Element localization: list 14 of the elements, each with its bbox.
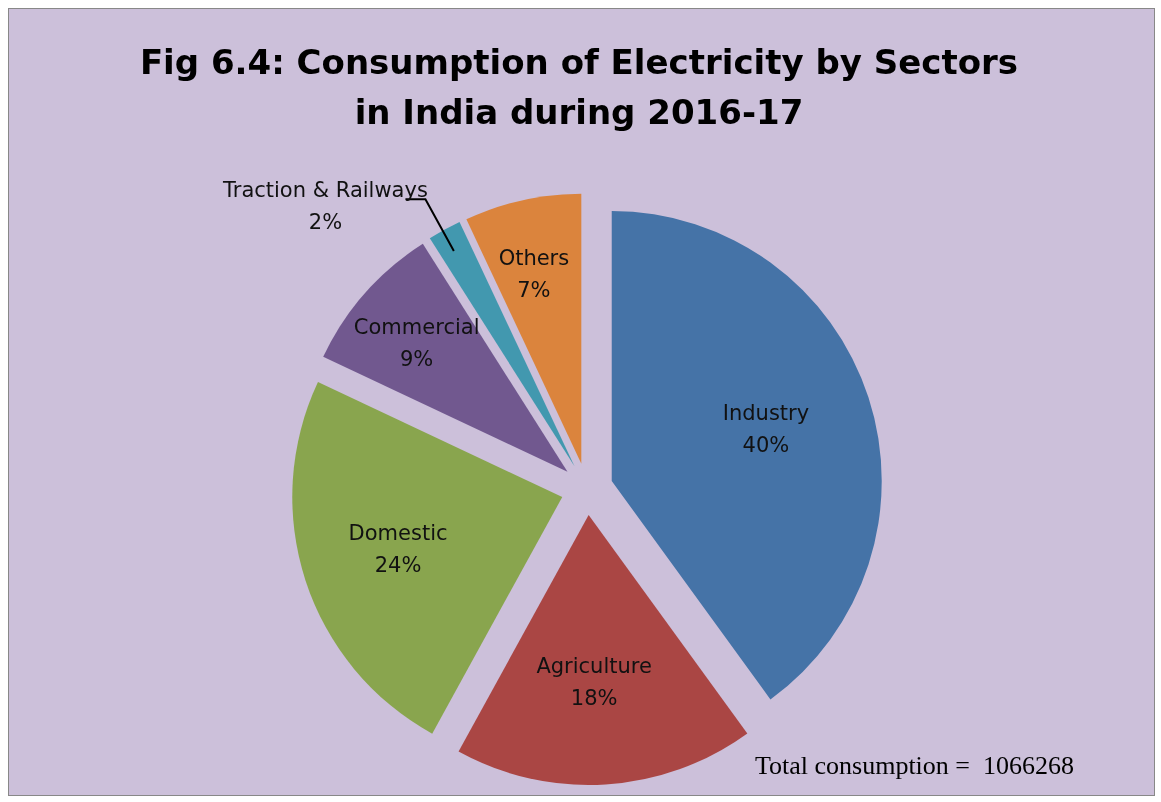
- data-label: 7%: [517, 277, 551, 302]
- data-label: 18%: [570, 686, 618, 711]
- chart-title: Fig 6.4: Consumption of Electricity by Sectors in India during 2016-17: [138, 41, 1020, 134]
- text: Total consumption = 1066268: [754, 751, 1074, 781]
- data-label: 9%: [400, 347, 434, 372]
- slice-label: Domestic: [348, 520, 448, 545]
- slice-label: Industry: [722, 401, 810, 426]
- slice-label: Agriculture: [536, 654, 652, 679]
- slice-label: Others: [498, 245, 570, 270]
- slice-label: Traction & Railways: [222, 178, 428, 203]
- data-label: 24%: [374, 552, 422, 577]
- data-label: 2%: [308, 210, 343, 235]
- data-label: 40%: [742, 433, 790, 458]
- slice-label: Commercial: [353, 315, 480, 340]
